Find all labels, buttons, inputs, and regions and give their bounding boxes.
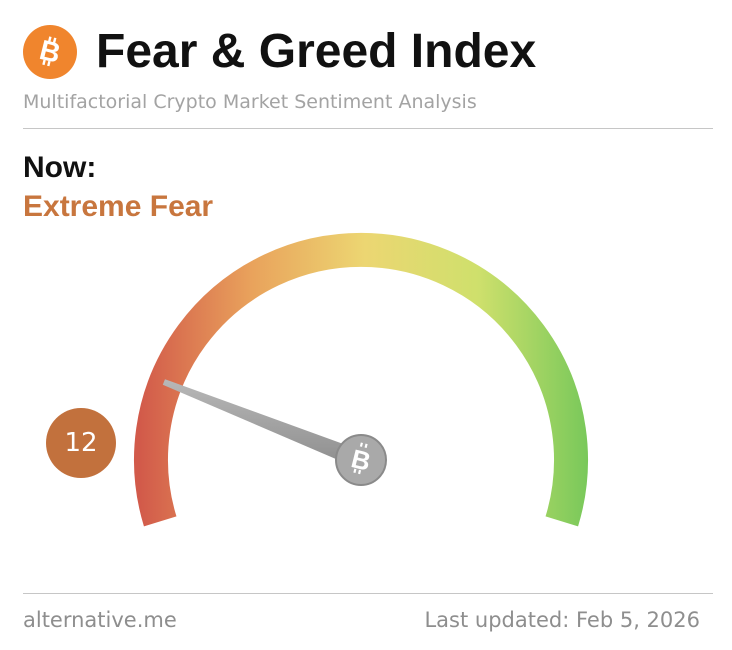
page-title: Fear & Greed Index (96, 25, 537, 78)
index-value-badge: 12 (46, 408, 116, 478)
footer-divider (23, 593, 713, 594)
bitcoin-logo: B (23, 25, 77, 79)
source-link[interactable]: alternative.me (23, 608, 177, 632)
bitcoin-icon: B (37, 34, 64, 69)
gauge-hub: B (335, 434, 387, 486)
index-value: 12 (64, 428, 98, 458)
sentiment-classification: Extreme Fear (23, 190, 214, 223)
now-label: Now: (23, 151, 97, 184)
page-subtitle: Multifactorial Crypto Market Sentiment A… (23, 91, 477, 113)
header-divider (23, 128, 713, 129)
gauge-arc (134, 233, 588, 527)
last-updated: Last updated: Feb 5, 2026 (424, 608, 700, 632)
gauge-needle (162, 379, 365, 469)
